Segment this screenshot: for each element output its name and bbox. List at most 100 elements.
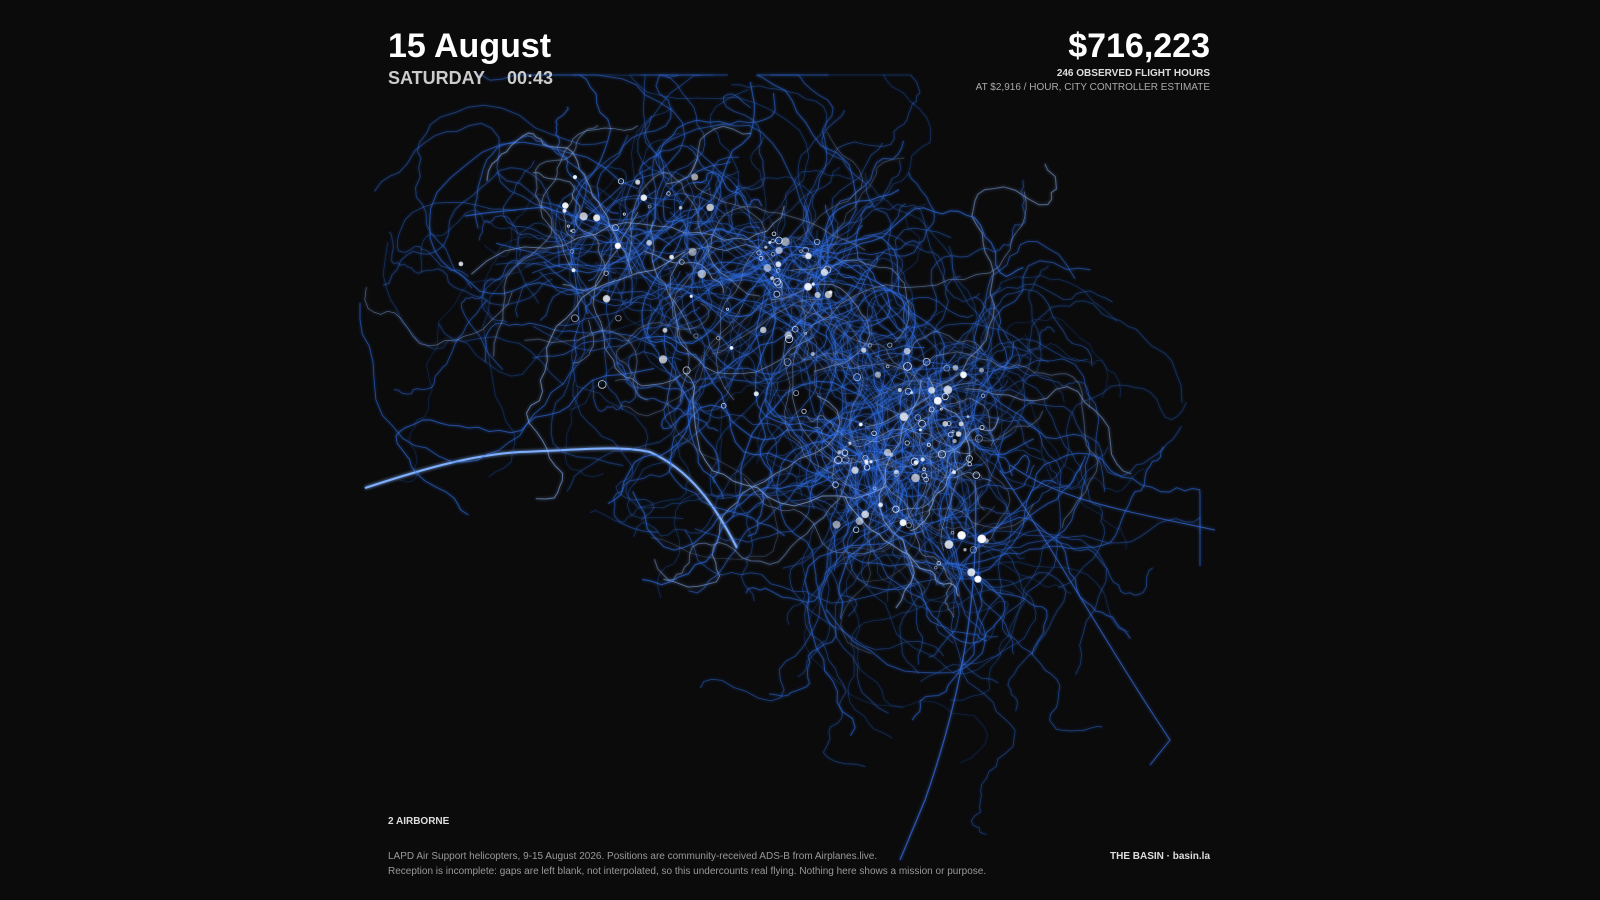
track [978, 541, 1072, 595]
position-dot [941, 393, 949, 401]
track [659, 283, 768, 323]
position-dot [851, 466, 859, 474]
position-dot [597, 380, 607, 389]
track [681, 249, 818, 286]
track [867, 386, 991, 472]
track [867, 451, 909, 506]
track [921, 378, 979, 535]
position-dot [923, 476, 929, 483]
position-dot [814, 238, 821, 245]
track [892, 469, 1057, 573]
track [571, 298, 655, 521]
track [664, 268, 758, 301]
track [540, 125, 638, 272]
position-dot [910, 391, 914, 395]
track [769, 381, 848, 527]
track [731, 327, 818, 518]
track [563, 194, 575, 241]
position-dot [603, 270, 609, 276]
position-dot [781, 237, 790, 247]
track [515, 198, 672, 318]
track [711, 298, 824, 355]
track [809, 243, 920, 313]
position-dot [678, 259, 685, 265]
track [869, 389, 1015, 613]
track [969, 364, 1187, 489]
track [364, 287, 513, 346]
track [839, 488, 1048, 656]
track [627, 171, 760, 297]
track [802, 74, 921, 248]
track [783, 300, 872, 497]
position-dot [615, 315, 622, 322]
track [980, 539, 1154, 596]
position-dot [773, 277, 781, 286]
track [832, 428, 959, 552]
track [830, 332, 959, 409]
position-dot [943, 364, 951, 372]
position-dot [758, 255, 764, 261]
track [631, 107, 674, 224]
track [856, 299, 876, 382]
position-dot [801, 408, 807, 414]
track [750, 136, 769, 273]
position-dot [647, 204, 652, 209]
track [908, 312, 938, 413]
track [627, 301, 692, 519]
position-dot [899, 519, 907, 527]
rate-line: AT $2,916 / HOUR, CITY CONTROLLER ESTIMA… [976, 82, 1211, 93]
position-dot [910, 457, 919, 466]
position-dot [933, 396, 942, 405]
track [829, 291, 871, 370]
track [382, 167, 617, 286]
position-dot [942, 420, 949, 427]
position-dot [571, 268, 576, 273]
position-dot [979, 425, 985, 431]
track [901, 355, 1026, 560]
track [766, 268, 858, 617]
position-dot [894, 469, 899, 475]
position-dot [883, 448, 892, 457]
track [388, 231, 553, 306]
track [632, 469, 840, 551]
track [871, 437, 984, 721]
position-dot [682, 366, 691, 375]
position-dot [768, 240, 772, 244]
track [614, 303, 710, 382]
position-dot [562, 208, 567, 213]
position-dot [872, 486, 877, 491]
position-dot [823, 265, 832, 274]
track [724, 248, 852, 390]
position-dot [783, 358, 792, 367]
track [815, 172, 935, 310]
track [816, 248, 866, 281]
track [964, 326, 1056, 417]
track [747, 276, 777, 537]
track [669, 93, 765, 225]
position-dot [770, 238, 775, 244]
track [756, 74, 857, 280]
flight-tracks [359, 74, 1216, 861]
position-dot [775, 246, 783, 255]
track [915, 560, 981, 575]
track [963, 358, 1105, 492]
position-dot [878, 502, 883, 508]
position-dot [892, 505, 900, 513]
track [481, 243, 579, 323]
position-dot [784, 334, 794, 344]
position-dot [662, 327, 668, 333]
position-dot [858, 422, 863, 427]
track [903, 387, 962, 518]
track [902, 334, 956, 387]
position-dot [955, 431, 962, 437]
track [981, 452, 1201, 566]
track [840, 398, 915, 654]
track [865, 163, 1057, 428]
position-dot [841, 449, 849, 457]
position-dot [952, 364, 959, 371]
position-dot [960, 371, 967, 379]
position-dot [726, 307, 730, 311]
hours-line: 246 OBSERVED FLIGHT HOURS [1057, 68, 1211, 79]
position-dot [572, 175, 578, 180]
